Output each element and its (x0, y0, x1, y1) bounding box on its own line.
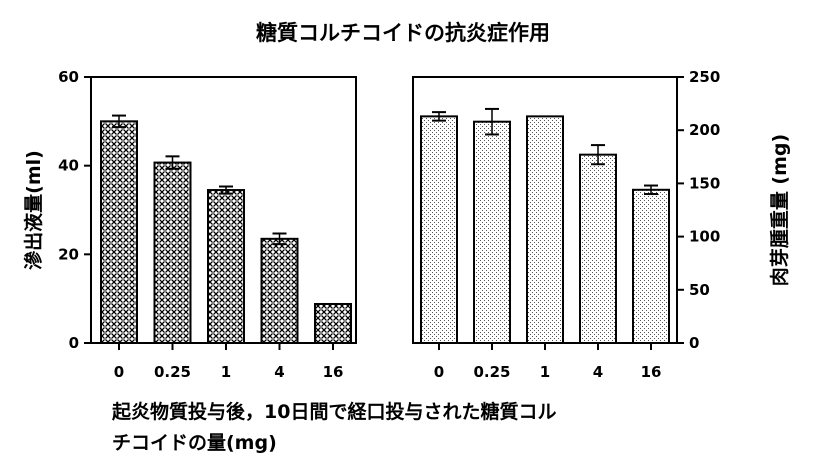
bar (579, 153, 617, 344)
bar (260, 237, 299, 344)
bar (207, 189, 245, 344)
y-tick-label: 150 (689, 174, 720, 192)
y-tick-label: 0 (689, 334, 699, 352)
bar (420, 115, 458, 344)
x-tick-label: 4 (274, 363, 284, 381)
y-tick-label: 40 (58, 157, 79, 175)
bar (153, 161, 192, 344)
y-tick-label: 100 (689, 228, 720, 246)
x-axis-caption-line-2: チコイドの量(mg) (112, 432, 277, 454)
y-tick-label: 50 (689, 281, 710, 299)
x-tick-label: 0 (434, 363, 444, 381)
y-tick-label: 200 (689, 121, 720, 139)
bar (526, 115, 564, 344)
x-tick-label: 16 (323, 363, 344, 381)
chart-title: 糖質コルチコイドの抗炎症作用 (256, 21, 550, 45)
y-tick-label: 0 (69, 334, 79, 352)
left-y-axis-label: 滲出液量(ml) (22, 150, 45, 270)
bar (314, 302, 352, 344)
right-panel-granuloma-weight: 0 50 100 150 200 250 0 0.25 1 4 16 (412, 68, 720, 381)
right-y-axis-label: 肉芽腫重量 (mg) (768, 134, 791, 286)
x-tick-label: 0 (114, 363, 124, 381)
x-tick-label: 1 (540, 363, 550, 381)
x-tick-label: 16 (641, 363, 662, 381)
bar (100, 120, 138, 345)
y-tick-label: 20 (58, 245, 79, 263)
left-panel-exudate-volume: 0 20 40 60 0 0.25 1 4 16 (58, 68, 357, 381)
x-tick-label: 4 (593, 363, 603, 381)
y-tick-label: 60 (58, 68, 79, 86)
x-axis-caption-line-1: 起炎物質投与後，10日間で経口投与された糖質コル (111, 400, 556, 423)
bar (632, 188, 670, 344)
y-tick-label: 250 (689, 68, 720, 86)
x-tick-label: 0.25 (154, 363, 191, 381)
x-tick-label: 0.25 (473, 363, 510, 381)
bar (473, 120, 511, 344)
x-tick-label: 1 (221, 363, 231, 381)
